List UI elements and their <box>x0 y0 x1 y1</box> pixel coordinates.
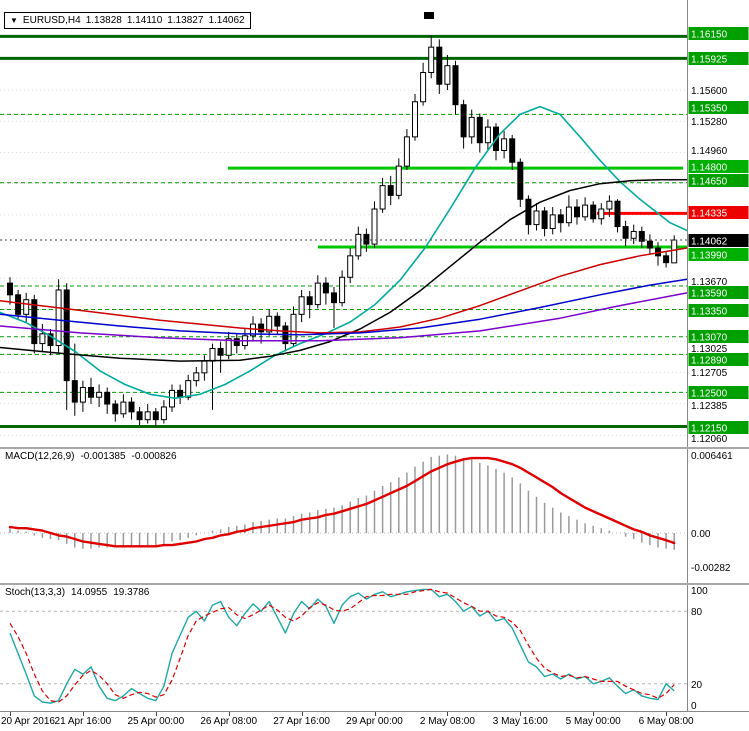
svg-text:1.14800: 1.14800 <box>691 163 728 174</box>
svg-text:1.13350: 1.13350 <box>691 307 728 318</box>
stoch-name: Stoch(13,3,3) <box>5 587 66 598</box>
time-axis-label: 25 Apr 00:00 <box>127 716 185 727</box>
ohlc-low: 1.13827 <box>167 15 204 26</box>
svg-text:1.12705: 1.12705 <box>691 368 728 379</box>
stoch-level-lines <box>0 610 687 685</box>
time-axis-label: 21 Apr 16:00 <box>54 716 112 727</box>
time-axis-tick <box>666 712 668 716</box>
svg-text:0.00: 0.00 <box>691 529 711 540</box>
svg-text:1.15350: 1.15350 <box>691 104 728 115</box>
time-axis-label: 5 May 00:00 <box>565 716 621 727</box>
horizontal-level-lines <box>0 34 687 428</box>
svg-text:1.15280: 1.15280 <box>691 117 728 128</box>
svg-text:1.12150: 1.12150 <box>691 424 728 435</box>
ohlc-close: 1.14062 <box>208 15 245 26</box>
time-axis-tick <box>10 712 11 716</box>
svg-text:1.14960: 1.14960 <box>691 146 728 157</box>
ma-teal <box>0 105 688 399</box>
svg-text:1.13590: 1.13590 <box>691 289 728 300</box>
svg-text:80: 80 <box>691 607 703 618</box>
stoch-label: Stoch(13,3,3) 14.0955 19.3786 <box>5 587 155 598</box>
svg-text:1.13025: 1.13025 <box>691 344 728 355</box>
symbol-timeframe-label: EURUSD,H4 <box>22 15 81 26</box>
time-axis-tick <box>374 712 376 716</box>
stoch-k-line <box>9 588 675 704</box>
macd-value-signal: -0.000826 <box>131 451 177 462</box>
symbol-dropdown-icon[interactable]: ▼ <box>10 16 18 25</box>
svg-text:1.15925: 1.15925 <box>691 55 728 66</box>
time-axis-tick <box>82 712 84 716</box>
time-axis-label: 6 May 08:00 <box>638 716 694 727</box>
svg-text:1.13070: 1.13070 <box>691 333 728 344</box>
price-gridlines <box>0 89 687 436</box>
svg-text:1.12060: 1.12060 <box>691 434 728 445</box>
svg-text:1.12890: 1.12890 <box>691 356 728 367</box>
svg-text:1.12385: 1.12385 <box>691 401 728 412</box>
stoch-chart-canvas[interactable]: 100 80 20 0 <box>0 585 749 711</box>
svg-text:1.14335: 1.14335 <box>691 209 728 220</box>
time-axis-label: 20 Apr 2016 <box>1 716 55 727</box>
price-chart-canvas[interactable]: 1.15600 1.15280 1.14960 1.13670 1.13025 1.127… <box>0 0 749 447</box>
svg-text:1.13990: 1.13990 <box>691 251 728 262</box>
macd-signal-line <box>8 456 676 548</box>
ma-violet <box>0 292 688 342</box>
time-axis-label: 27 Apr 16:00 <box>273 716 330 727</box>
time-axis-label: 26 Apr 08:00 <box>200 716 258 727</box>
svg-text:1.13670: 1.13670 <box>691 277 728 288</box>
ma-black <box>0 179 688 362</box>
macd-axis: 0.006461 0.00 -0.00282 <box>687 449 733 583</box>
panel-resize-handle-stoch[interactable] <box>0 583 749 585</box>
stoch-axis: 100 80 20 0 <box>687 585 708 711</box>
svg-text:1.14062: 1.14062 <box>691 237 728 248</box>
macd-name: MACD(12,26,9) <box>5 451 75 462</box>
time-axis-tick <box>155 712 157 716</box>
svg-text:100: 100 <box>691 586 708 597</box>
macd-chart-canvas[interactable]: 0.006461 0.00 -0.00282 <box>0 449 749 583</box>
chart-header: ▼ EURUSD,H4 1.13828 1.14110 1.13827 1.14062 <box>4 12 251 29</box>
time-axis-tick <box>520 712 522 716</box>
svg-text:1.12500: 1.12500 <box>691 389 728 400</box>
svg-text:-0.00282: -0.00282 <box>691 563 731 574</box>
stoch-value-k: 14.0955 <box>71 587 108 598</box>
svg-text:1.15600: 1.15600 <box>691 86 728 97</box>
svg-text:0: 0 <box>691 701 697 711</box>
ma-red <box>0 247 688 334</box>
svg-text:1.14650: 1.14650 <box>691 177 728 188</box>
ma-blue <box>0 278 688 336</box>
time-axis-tick <box>301 712 303 716</box>
svg-text:1.16150: 1.16150 <box>691 30 728 41</box>
svg-text:20: 20 <box>691 680 703 691</box>
time-axis-tick <box>593 712 595 716</box>
macd-label: MACD(12,26,9) -0.001385 -0.000826 <box>5 451 183 462</box>
stoch-value-d: 19.3786 <box>113 587 150 598</box>
time-axis-label: 2 May 08:00 <box>419 716 475 727</box>
price-panel[interactable]: 1.15600 1.15280 1.14960 1.13670 1.13025 1.127… <box>0 0 749 447</box>
stoch-d-line <box>9 588 675 703</box>
candles-layer <box>7 35 678 427</box>
time-axis-tick <box>447 712 449 716</box>
ohlc-high: 1.14110 <box>126 15 163 26</box>
macd-value-main: -0.001385 <box>80 451 126 462</box>
moving-averages-layer <box>0 105 688 399</box>
chart-shift-marker[interactable] <box>424 12 434 19</box>
time-axis-label: 3 May 16:00 <box>492 716 548 727</box>
ohlc-open: 1.13828 <box>85 15 122 26</box>
macd-panel[interactable]: 0.006461 0.00 -0.00282 MACD(12,26,9) -0.001… <box>0 449 749 583</box>
time-axis: 20 Apr 2016 21 Apr 16:00 25 Apr 00:00 26 Ap… <box>0 711 749 731</box>
svg-text:0.006461: 0.006461 <box>691 451 733 462</box>
panel-resize-handle-macd[interactable] <box>0 447 749 449</box>
time-axis-tick <box>228 712 230 716</box>
price-axis: 1.15600 1.15280 1.14960 1.13670 1.13025 1.127… <box>687 0 749 447</box>
stoch-panel[interactable]: 100 80 20 0 Stoch(13,3,3) 14.0955 19.3786 <box>0 585 749 711</box>
time-axis-label: 29 Apr 00:00 <box>346 716 403 727</box>
